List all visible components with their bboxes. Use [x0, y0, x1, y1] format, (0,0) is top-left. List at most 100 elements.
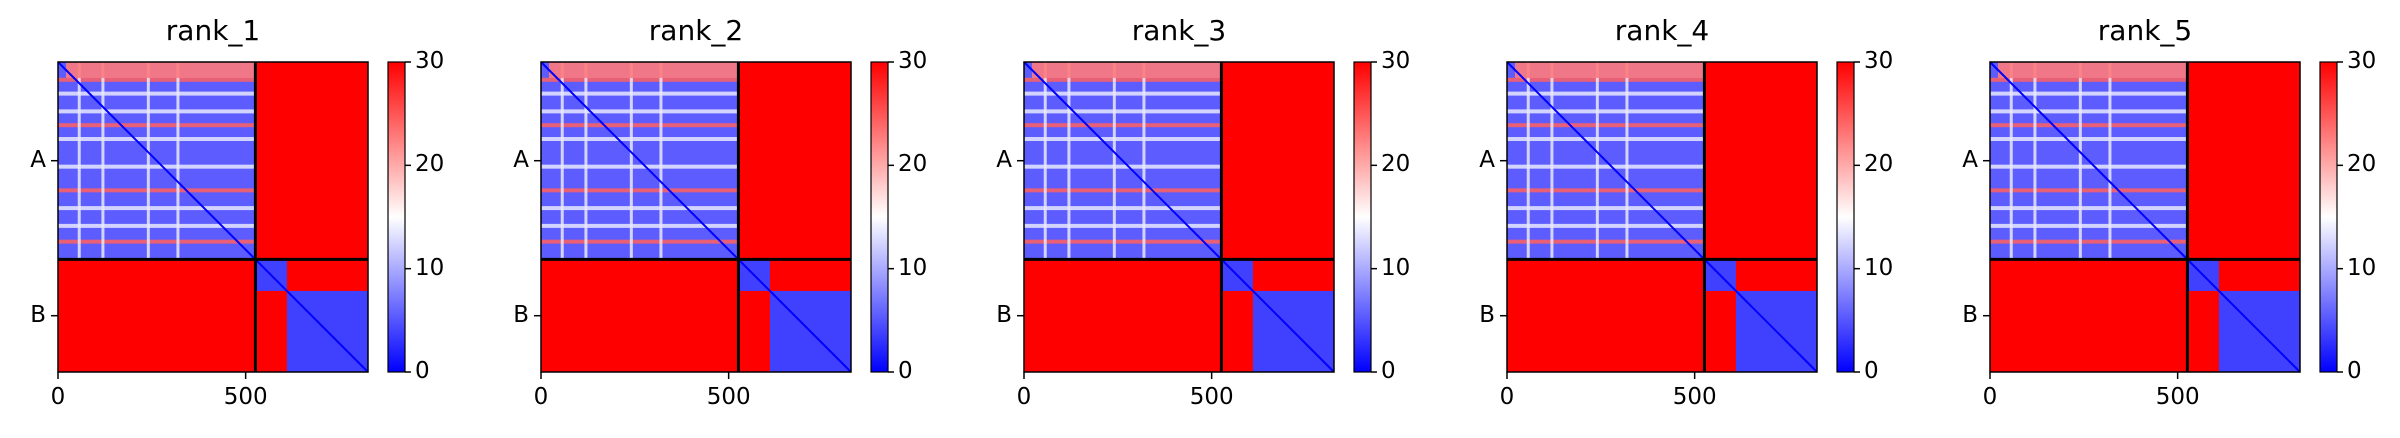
- block-a-stripe: [1990, 223, 2188, 228]
- colorbar-frame: [870, 61, 889, 373]
- block-a-band: [66, 62, 256, 78]
- block-a-stripe: [1024, 77, 1222, 82]
- block-a-stripe: [1024, 137, 1222, 142]
- block-a-stripe: [58, 206, 256, 211]
- block-a-vstripe: [560, 62, 564, 260]
- block-a-band: [1032, 62, 1222, 78]
- diagonal-line: [1989, 61, 2301, 373]
- heatmap-panel: [1017, 61, 1377, 379]
- block-a-vstripe: [659, 62, 663, 260]
- block-a-stripe: [541, 109, 739, 114]
- block-a-stripe: [1024, 206, 1222, 211]
- block-a-stripe: [1990, 188, 2188, 193]
- diagonal-line: [540, 61, 852, 373]
- block-a-stripe: [58, 123, 256, 128]
- block-a-stripe: [1024, 188, 1222, 193]
- block-a-stripe: [541, 239, 739, 244]
- colorbar-frame: [1353, 61, 1372, 373]
- block-a-vstripe: [1625, 62, 1629, 260]
- heatmap-panel: [51, 61, 411, 379]
- block-a-vstripe: [2033, 62, 2037, 260]
- colorbar: [1354, 62, 1371, 372]
- block-a-stripe: [541, 77, 739, 82]
- heatmap-frame: [1989, 61, 2301, 373]
- block-a-stripe: [1507, 188, 1705, 193]
- diagonal-line: [1023, 61, 1335, 373]
- block-a-stripe: [58, 91, 256, 96]
- block-a-stripe: [1990, 91, 2188, 96]
- block-a-stripe: [1507, 91, 1705, 96]
- colorbar-frame: [1836, 61, 1855, 373]
- block-a-stripe: [541, 188, 739, 193]
- block-a-stripe: [58, 109, 256, 114]
- block-a-vstripe: [1067, 62, 1071, 260]
- diagonal-line: [57, 61, 369, 373]
- block-a-stripe: [541, 123, 739, 128]
- block-a-vstripe: [1550, 62, 1554, 260]
- colorbar: [871, 62, 888, 372]
- block-a-stripe: [1507, 206, 1705, 211]
- block-a-stripe: [1507, 109, 1705, 114]
- block-a-band: [1998, 62, 2188, 78]
- block-a-stripe: [58, 239, 256, 244]
- heatmap-frame: [57, 61, 369, 373]
- block-a-stripe: [541, 206, 739, 211]
- block-a-stripe: [1024, 109, 1222, 114]
- block-a-stripe: [58, 77, 256, 82]
- block-a-stripe: [1990, 206, 2188, 211]
- block-a-stripe: [1507, 164, 1705, 169]
- block-a-vstripe: [584, 62, 588, 260]
- block-a-stripe: [58, 188, 256, 193]
- block-a-stripe: [1024, 164, 1222, 169]
- block-a-vstripe: [176, 62, 180, 260]
- block-a-stripe: [1990, 77, 2188, 82]
- block-a-stripe: [1507, 77, 1705, 82]
- block-a-stripe: [1507, 239, 1705, 244]
- heatmap-frame: [1506, 61, 1818, 373]
- block-a-stripe: [1990, 123, 2188, 128]
- block-a-stripe: [541, 137, 739, 142]
- block-a-stripe: [541, 164, 739, 169]
- block-a-vstripe: [1112, 62, 1116, 260]
- colorbar: [1837, 62, 1854, 372]
- block-a-band: [549, 62, 739, 78]
- block-a-vstripe: [629, 62, 633, 260]
- colorbar: [2320, 62, 2337, 372]
- heatmap-panel: [1983, 61, 2343, 379]
- block-a-stripe: [1990, 137, 2188, 142]
- colorbar-frame: [2319, 61, 2338, 373]
- block-a-vstripe: [2108, 62, 2112, 260]
- block-a-stripe: [1024, 123, 1222, 128]
- block-a-vstripe: [1142, 62, 1146, 260]
- block-a-stripe: [1507, 123, 1705, 128]
- block-a-stripe: [1990, 239, 2188, 244]
- block-a-stripe: [1507, 223, 1705, 228]
- block-a-band: [1515, 62, 1705, 78]
- block-a-vstripe: [146, 62, 150, 260]
- heatmap-frame: [540, 61, 852, 373]
- block-a-vstripe: [77, 62, 81, 260]
- colorbar: [388, 62, 405, 372]
- block-a-vstripe: [2078, 62, 2082, 260]
- block-a-stripe: [58, 164, 256, 169]
- colorbar-frame: [387, 61, 406, 373]
- heatmap-panel: [1500, 61, 1860, 379]
- block-a-stripe: [1990, 164, 2188, 169]
- block-a-stripe: [541, 91, 739, 96]
- block-a-vstripe: [1043, 62, 1047, 260]
- heatmap-frame: [1023, 61, 1335, 373]
- block-a-vstripe: [2009, 62, 2013, 260]
- block-a-stripe: [58, 137, 256, 142]
- block-a-stripe: [1990, 109, 2188, 114]
- block-a-stripe: [58, 223, 256, 228]
- block-a-stripe: [541, 223, 739, 228]
- block-a-vstripe: [101, 62, 105, 260]
- block-a-vstripe: [1526, 62, 1530, 260]
- block-a-stripe: [1024, 223, 1222, 228]
- block-a-stripe: [1024, 91, 1222, 96]
- heatmap-panel: [534, 61, 894, 379]
- diagonal-line: [1506, 61, 1818, 373]
- block-a-vstripe: [1595, 62, 1599, 260]
